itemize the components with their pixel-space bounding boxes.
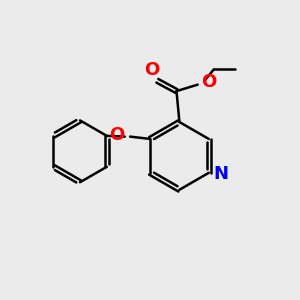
Text: O: O <box>201 73 217 91</box>
Text: O: O <box>110 126 125 144</box>
Text: O: O <box>144 61 160 79</box>
Text: N: N <box>213 165 228 183</box>
